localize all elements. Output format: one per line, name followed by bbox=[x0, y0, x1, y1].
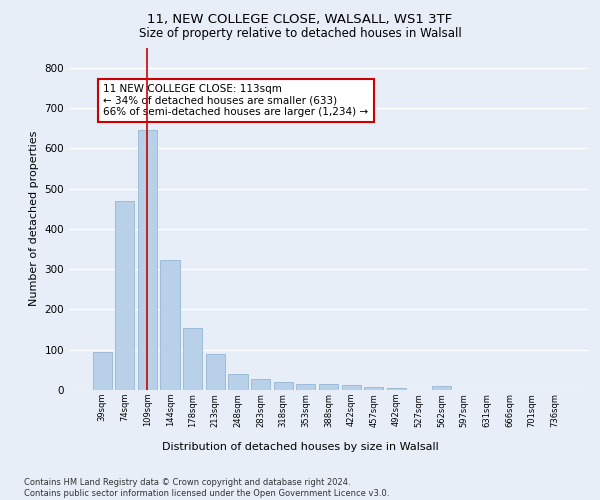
Bar bbox=[138, 130, 157, 390]
Bar bbox=[296, 384, 316, 390]
Bar bbox=[229, 374, 248, 390]
Bar bbox=[432, 386, 451, 390]
Text: Distribution of detached houses by size in Walsall: Distribution of detached houses by size … bbox=[161, 442, 439, 452]
Text: Contains HM Land Registry data © Crown copyright and database right 2024.
Contai: Contains HM Land Registry data © Crown c… bbox=[24, 478, 389, 498]
Bar bbox=[92, 352, 112, 390]
Bar bbox=[319, 384, 338, 390]
Bar bbox=[387, 388, 406, 390]
Text: 11 NEW COLLEGE CLOSE: 113sqm
← 34% of detached houses are smaller (633)
66% of s: 11 NEW COLLEGE CLOSE: 113sqm ← 34% of de… bbox=[103, 84, 368, 117]
Text: 11, NEW COLLEGE CLOSE, WALSALL, WS1 3TF: 11, NEW COLLEGE CLOSE, WALSALL, WS1 3TF bbox=[148, 12, 452, 26]
Bar bbox=[251, 378, 270, 390]
Bar bbox=[274, 382, 293, 390]
Bar bbox=[206, 354, 225, 390]
Y-axis label: Number of detached properties: Number of detached properties bbox=[29, 131, 39, 306]
Bar bbox=[341, 385, 361, 390]
Bar bbox=[160, 260, 180, 390]
Bar bbox=[364, 387, 383, 390]
Text: Size of property relative to detached houses in Walsall: Size of property relative to detached ho… bbox=[139, 28, 461, 40]
Bar bbox=[115, 200, 134, 390]
Bar bbox=[183, 328, 202, 390]
